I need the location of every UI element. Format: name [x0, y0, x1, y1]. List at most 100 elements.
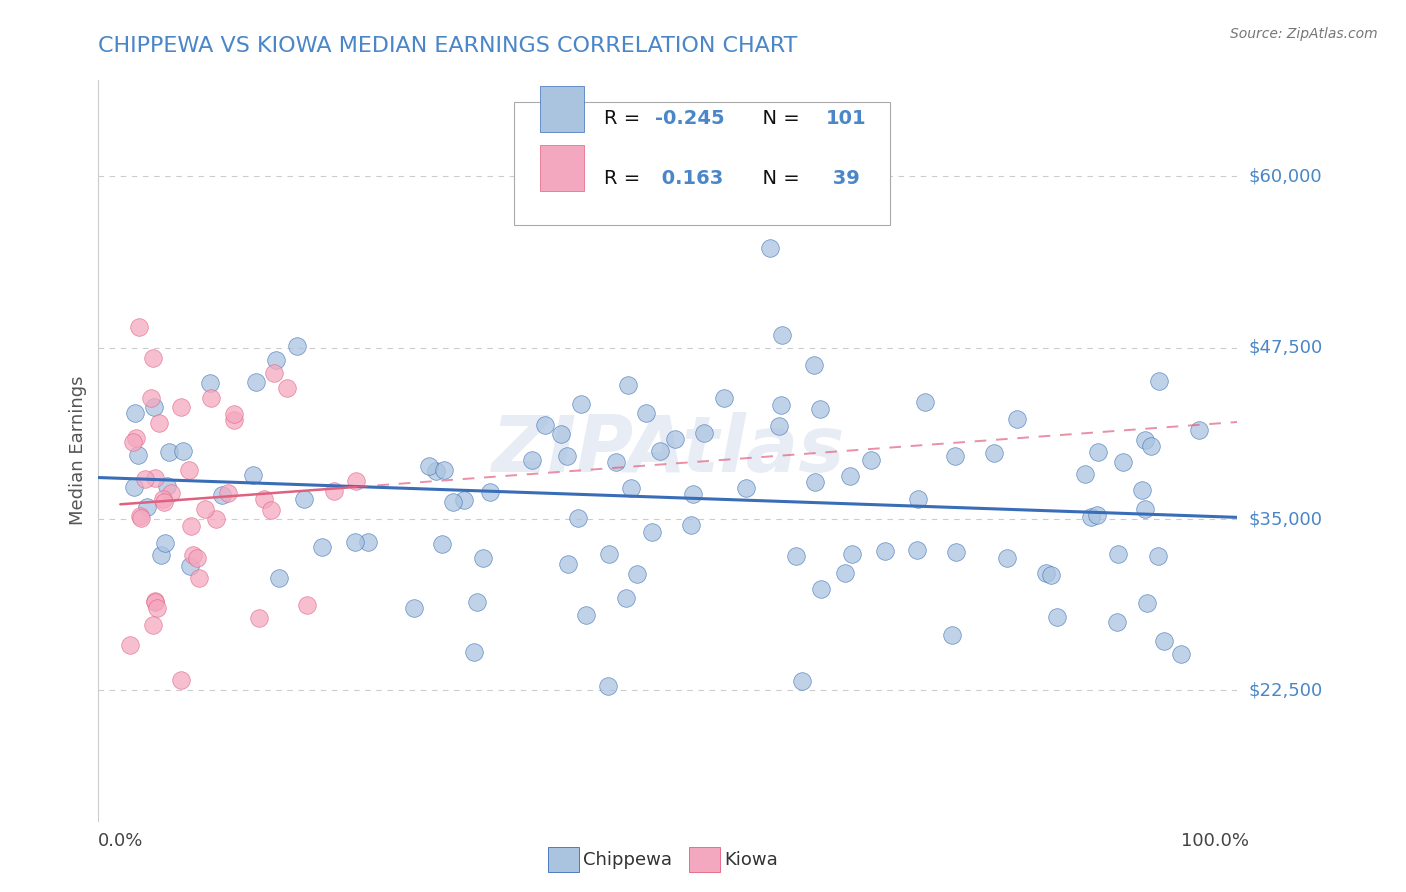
- Point: [1147, 549, 1170, 563]
- Point: [205, 512, 228, 526]
- Point: [425, 463, 447, 477]
- Point: [1170, 647, 1192, 661]
- Point: [179, 559, 201, 574]
- FancyBboxPatch shape: [515, 103, 890, 225]
- Point: [129, 511, 152, 525]
- Point: [187, 571, 209, 585]
- Point: [143, 471, 166, 485]
- Point: [142, 351, 165, 365]
- Point: [810, 582, 832, 597]
- Point: [770, 398, 793, 412]
- Point: [267, 571, 290, 585]
- Point: [292, 491, 315, 506]
- Point: [620, 482, 643, 496]
- Point: [135, 500, 157, 515]
- Point: [875, 543, 897, 558]
- Point: [172, 444, 194, 458]
- Point: [222, 412, 245, 426]
- Point: [128, 509, 150, 524]
- Point: [344, 475, 367, 489]
- Point: [152, 495, 174, 509]
- Point: [557, 557, 579, 571]
- Text: ZIPAtlas: ZIPAtlas: [491, 412, 845, 489]
- Point: [253, 491, 276, 506]
- Point: [734, 482, 756, 496]
- Text: $60,000: $60,000: [1249, 168, 1322, 186]
- Point: [569, 397, 592, 411]
- Point: [120, 638, 142, 652]
- Text: N =: N =: [749, 169, 806, 188]
- Point: [441, 495, 464, 509]
- Point: [453, 493, 475, 508]
- Point: [263, 366, 285, 380]
- Point: [626, 566, 648, 581]
- Point: [479, 484, 502, 499]
- Point: [914, 394, 936, 409]
- Point: [605, 455, 627, 469]
- Point: [141, 391, 163, 405]
- Point: [1153, 634, 1175, 648]
- Point: [522, 453, 544, 467]
- Point: [418, 458, 440, 473]
- Point: [402, 601, 425, 615]
- Point: [575, 607, 598, 622]
- Point: [1085, 508, 1108, 522]
- Text: R =: R =: [605, 109, 647, 128]
- Point: [1046, 610, 1069, 624]
- Point: [1130, 483, 1153, 497]
- Point: [1133, 433, 1156, 447]
- Point: [179, 463, 201, 477]
- Point: [266, 352, 288, 367]
- Point: [841, 547, 863, 561]
- Point: [1040, 567, 1063, 582]
- Point: [803, 358, 825, 372]
- Text: CHIPPEWA VS KIOWA MEDIAN EARNINGS CORRELATION CHART: CHIPPEWA VS KIOWA MEDIAN EARNINGS CORREL…: [98, 36, 797, 55]
- Point: [276, 382, 298, 396]
- Point: [713, 391, 735, 405]
- Point: [344, 534, 367, 549]
- Point: [169, 673, 191, 687]
- Text: $22,500: $22,500: [1249, 681, 1323, 699]
- Point: [128, 320, 150, 334]
- Point: [217, 486, 239, 500]
- Point: [156, 478, 179, 492]
- Point: [1112, 455, 1135, 469]
- Y-axis label: Median Earnings: Median Earnings: [69, 376, 87, 525]
- Point: [995, 551, 1018, 566]
- Point: [124, 406, 146, 420]
- Point: [636, 406, 658, 420]
- Point: [157, 444, 180, 458]
- Point: [122, 480, 145, 494]
- Point: [194, 502, 217, 516]
- Point: [941, 628, 963, 642]
- Point: [834, 566, 856, 580]
- Point: [804, 475, 827, 489]
- Point: [200, 391, 222, 405]
- Point: [1188, 423, 1211, 437]
- Point: [142, 617, 165, 632]
- Point: [533, 417, 555, 432]
- Point: [693, 426, 716, 441]
- Point: [433, 463, 456, 477]
- Point: [1136, 596, 1159, 610]
- Point: [768, 418, 790, 433]
- Point: [1133, 501, 1156, 516]
- Point: [905, 543, 928, 558]
- Point: [648, 444, 671, 458]
- Point: [945, 545, 967, 559]
- Point: [616, 591, 638, 605]
- Text: 39: 39: [827, 169, 860, 188]
- Point: [596, 679, 619, 693]
- Point: [323, 484, 346, 499]
- Point: [943, 449, 966, 463]
- Point: [198, 376, 221, 391]
- Point: [148, 416, 170, 430]
- Text: 101: 101: [827, 109, 866, 128]
- Point: [664, 432, 686, 446]
- Point: [211, 488, 233, 502]
- FancyBboxPatch shape: [540, 87, 583, 132]
- Point: [143, 594, 166, 608]
- Point: [224, 407, 246, 421]
- Point: [160, 486, 183, 500]
- Point: [1080, 510, 1102, 524]
